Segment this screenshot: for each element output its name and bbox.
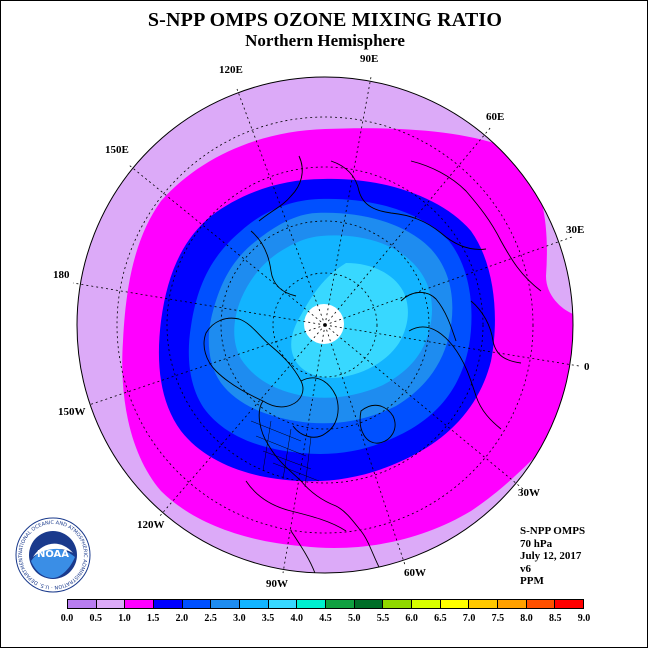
map-boundary [76, 76, 574, 574]
band-3.5-4.0 [291, 263, 408, 378]
lon-label-150w: 150W [58, 406, 86, 418]
colorbar-tick-label: 8.5 [549, 613, 562, 624]
colorbar-segment [240, 600, 269, 608]
meridians [72, 76, 580, 574]
colorbar-segment [326, 600, 355, 608]
colorbar-segment [498, 600, 527, 608]
colorbar-segment [268, 600, 298, 608]
latitude-circles [116, 116, 534, 534]
lon-label-120e: 120E [219, 64, 243, 76]
lon-label-60e: 60E [486, 111, 505, 123]
colorbar-segment [297, 600, 327, 608]
noaa-logo-text: NOAA [37, 549, 69, 560]
lon-label-150e: 150E [105, 144, 129, 156]
colorbar-tick-label: 8.0 [520, 613, 533, 624]
colorbar-tick-label: 3.0 [233, 613, 246, 624]
product-info: S-NPP OMPS 70 hPa July 12, 2017 v6 PPM [520, 525, 585, 588]
colorbar-segment [440, 600, 470, 608]
lon-label-120w: 120W [137, 519, 165, 531]
colorbar-segment [526, 600, 556, 608]
info-date: July 12, 2017 [520, 550, 582, 562]
colorbar-tick-label: 4.0 [290, 613, 304, 624]
state-lines [250, 420, 320, 488]
colorbar-tick-label: 6.0 [405, 613, 418, 624]
colorbar-segment [96, 600, 126, 608]
info-units: PPM [520, 575, 544, 587]
colorbar-tick-label: 0.5 [89, 613, 102, 624]
colorbar-segment [211, 600, 241, 608]
colorbar-tick-label: 9.0 [577, 613, 591, 624]
colorbar-tick-label: 1.0 [118, 613, 131, 624]
colorbar-segment [412, 600, 441, 608]
noaa-logo: NATIONAL OCEANIC AND ATMOSPHERIC ADMINIS… [15, 517, 91, 593]
colorbar-tick-label: 5.0 [347, 613, 361, 624]
lon-label-30e: 30E [566, 224, 585, 236]
colorbar-segment [154, 600, 183, 608]
colorbar-tick-label: 7.5 [491, 613, 505, 624]
lon-label-90e: 90E [360, 53, 379, 65]
colorbar-segment [68, 600, 97, 608]
colorbar [67, 599, 584, 609]
colorbar-tick-label: 3.5 [261, 613, 275, 624]
colorbar-segment [125, 600, 155, 608]
map-title: S-NPP OMPS OZONE MIXING RATIO [147, 9, 503, 31]
colorbar-tick-label: 5.5 [376, 613, 390, 624]
colorbar-tick-label: 2.0 [175, 613, 189, 624]
colorbar-segment [383, 600, 413, 608]
map-subtitle: Northern Hemisphere [245, 31, 405, 50]
colorbar-tick-label: 4.5 [319, 613, 332, 624]
coastlines [203, 155, 542, 573]
colorbar-segment [354, 600, 384, 608]
colorbar-tick-label: 0.0 [60, 613, 74, 624]
lon-label-30w: 30W [518, 487, 540, 499]
colorbar-tick-label: 6.5 [434, 613, 447, 624]
lon-label-0: 0 [584, 361, 590, 373]
lon-label-60w: 60W [404, 567, 426, 579]
colorbar-tick-label: 1.5 [146, 613, 160, 624]
info-level: 70 hPa [520, 537, 553, 550]
lon-label-90w: 90W [266, 578, 288, 590]
lon-label-180: 180 [53, 269, 70, 281]
colorbar-segment [555, 600, 584, 608]
colorbar-tick-label: 2.5 [204, 613, 217, 624]
colorbar-segment [182, 600, 212, 608]
colorbar-ticks: 0.0 0.5 1.0 1.5 2.0 2.5 3.0 3.5 4.0 4.5 5.0 5.5 6.0 6… [61, 613, 591, 627]
info-version: v6 [520, 562, 531, 575]
info-instrument: S-NPP OMPS [520, 525, 586, 537]
colorbar-tick-label: 7.0 [462, 613, 476, 624]
colorbar-segment [469, 600, 499, 608]
